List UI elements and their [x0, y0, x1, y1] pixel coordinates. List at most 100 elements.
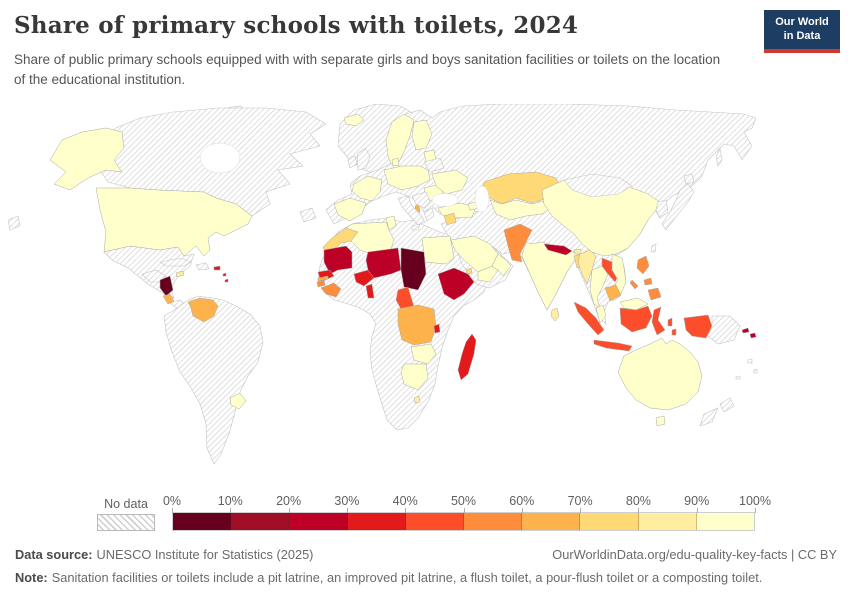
country-lesotho[interactable] — [413, 395, 421, 404]
country-rwanda-burundi[interactable] — [433, 323, 441, 334]
country-denmark[interactable] — [391, 157, 400, 167]
country-japan[interactable] — [661, 183, 695, 231]
country-ireland[interactable] — [347, 155, 358, 169]
country-venezuela[interactable] — [187, 297, 219, 323]
country-gambia[interactable] — [317, 275, 329, 282]
country-finland[interactable] — [411, 119, 433, 151]
country-france[interactable] — [351, 175, 383, 202]
country-united-kingdom[interactable] — [356, 147, 371, 171]
country-djibouti[interactable] — [465, 267, 473, 275]
country-algeria[interactable] — [345, 221, 395, 257]
country-yemen[interactable] — [477, 265, 499, 283]
country-tunisia[interactable] — [385, 215, 397, 231]
country-north-korea-south-korea[interactable] — [655, 199, 669, 219]
country-philippines-visayas[interactable] — [643, 277, 653, 286]
country-costa-rica[interactable] — [162, 293, 175, 305]
country-mongolia[interactable] — [563, 173, 633, 198]
country-indonesia-maluku[interactable] — [671, 328, 677, 336]
country-australia-tasmania[interactable] — [655, 415, 666, 427]
country-puerto-rico[interactable] — [213, 265, 221, 271]
legend-bin[interactable] — [696, 513, 755, 530]
legend-bin[interactable] — [173, 513, 232, 530]
legend-no-data-swatch[interactable] — [97, 514, 155, 531]
country-solomon-islands[interactable] — [749, 332, 757, 339]
country-ukraine[interactable] — [431, 169, 469, 195]
footer-link[interactable]: OurWorldinData.org/edu-quality-key-facts… — [552, 547, 837, 562]
country-guinea[interactable] — [320, 282, 342, 298]
country-oman[interactable] — [491, 253, 512, 277]
country-lesser-antilles[interactable] — [224, 278, 229, 283]
country-usa[interactable] — [95, 187, 253, 257]
country-italy[interactable] — [397, 195, 426, 226]
country-syria[interactable] — [443, 212, 457, 226]
country-japan-hokkaido[interactable] — [683, 173, 695, 185]
country-papua-new-guinea[interactable] — [707, 315, 741, 345]
country-belarus[interactable] — [423, 157, 445, 173]
country-guinea-bissau[interactable] — [316, 279, 326, 288]
country-indonesia-kalimantan[interactable] — [619, 305, 653, 333]
world-choropleth-map[interactable] — [8, 104, 846, 492]
landmass-left-edge[interactable] — [8, 215, 21, 231]
country-chad[interactable] — [400, 247, 427, 291]
landmass-pacific-islands[interactable] — [735, 375, 741, 380]
country-spain-portugal[interactable] — [333, 197, 367, 222]
country-ethiopia[interactable] — [437, 267, 475, 301]
country-malaysia-peninsula[interactable] — [595, 304, 607, 324]
country-lesser-antilles[interactable] — [222, 272, 227, 277]
owid-logo[interactable]: Our World in Data — [764, 10, 840, 53]
country-nepal[interactable] — [543, 243, 573, 256]
country-jamaica[interactable] — [175, 270, 185, 278]
country-benin-togo[interactable] — [365, 283, 375, 299]
landmass-south-america[interactable] — [163, 295, 264, 465]
country-indonesia-west-papua[interactable] — [683, 314, 713, 339]
country-iceland[interactable] — [343, 113, 365, 127]
country-philippines-palawan[interactable] — [629, 279, 639, 290]
country-malaysia-borneo[interactable] — [619, 297, 649, 311]
legend-bin[interactable] — [464, 513, 523, 530]
country-philippines-luzon[interactable] — [636, 255, 650, 275]
landmass-pacific-islands[interactable] — [747, 358, 753, 364]
country-zimbabwe-botswana[interactable] — [400, 363, 429, 391]
legend-bin[interactable] — [289, 513, 348, 530]
country-taiwan[interactable] — [650, 243, 657, 253]
legend-bin[interactable] — [231, 513, 290, 530]
country-turkey[interactable] — [437, 202, 477, 219]
country-bhutan[interactable] — [573, 248, 582, 255]
country-greece[interactable] — [423, 207, 435, 222]
country-alaska[interactable] — [49, 127, 125, 191]
landmass-hispaniola[interactable] — [195, 262, 210, 271]
country-drc[interactable] — [397, 304, 437, 346]
country-new-zealand-south[interactable] — [699, 407, 719, 427]
country-burkina-faso[interactable] — [353, 269, 375, 287]
legend-bin[interactable] — [638, 513, 697, 530]
legend-bin[interactable] — [347, 513, 406, 530]
legend-bin[interactable] — [522, 513, 581, 530]
country-madagascar[interactable] — [457, 333, 477, 381]
country-australia[interactable] — [617, 337, 703, 411]
country-nicaragua[interactable] — [159, 275, 174, 297]
country-uruguay[interactable] — [229, 392, 247, 410]
country-sri-lanka[interactable] — [550, 307, 560, 322]
country-indonesia-sulawesi[interactable] — [651, 306, 666, 336]
country-pakistan[interactable] — [503, 223, 533, 263]
landmass-balkans[interactable] — [411, 191, 431, 209]
country-indonesia-java[interactable] — [593, 339, 633, 352]
country-indonesia-sumatra[interactable] — [573, 301, 605, 336]
country-myanmar[interactable] — [577, 249, 597, 285]
country-philippines-mindanao[interactable] — [647, 287, 662, 301]
landmass-newfoundland[interactable] — [299, 207, 317, 223]
country-cuba[interactable] — [159, 257, 192, 267]
legend-bin[interactable] — [405, 513, 465, 530]
legend-bin[interactable] — [580, 513, 639, 530]
country-germany-poland[interactable] — [383, 165, 431, 191]
country-italy-sicily[interactable] — [411, 223, 421, 231]
country-niger[interactable] — [365, 247, 402, 279]
country-indonesia-maluku[interactable] — [667, 317, 673, 327]
landmass-sakhalin[interactable] — [715, 147, 723, 167]
country-new-zealand-north[interactable] — [719, 397, 735, 413]
country-mauritania[interactable] — [323, 245, 353, 275]
legend-no-data[interactable]: No data — [97, 497, 155, 531]
country-egypt[interactable] — [421, 235, 455, 265]
country-solomon-islands[interactable] — [741, 327, 750, 334]
landmass-pacific-islands[interactable] — [753, 368, 758, 374]
